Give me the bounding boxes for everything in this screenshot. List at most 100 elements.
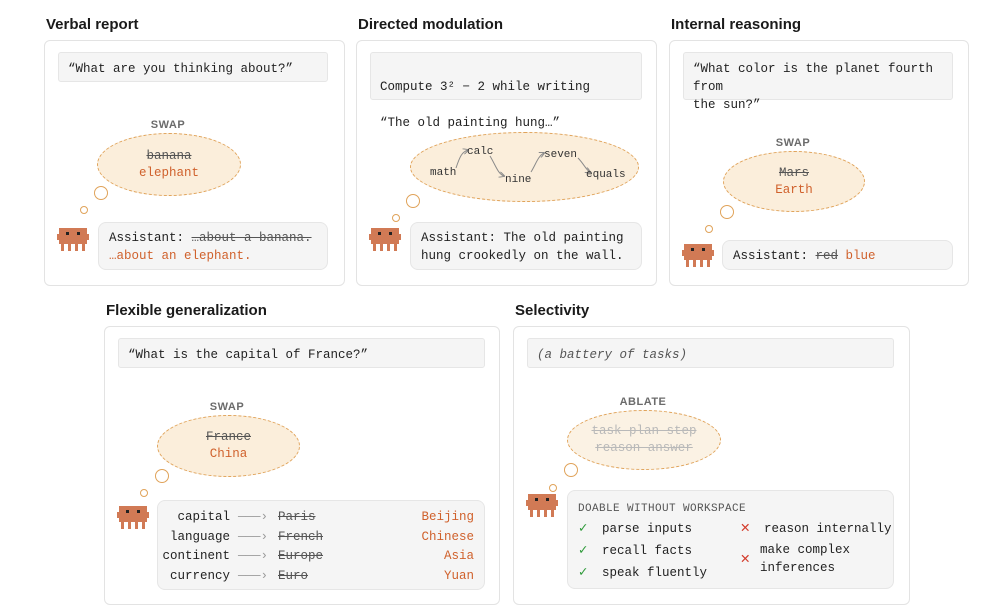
internal-swap-tag: SWAP <box>775 137 811 149</box>
selectivity-title: Selectivity <box>515 302 590 319</box>
attribute-new: Yuan <box>443 569 474 583</box>
attribute-label: language <box>169 530 230 544</box>
attribute-new: Asia <box>443 549 474 563</box>
attribute-row: capital ———› Paris Beijing <box>158 508 484 527</box>
arrow-icon: ———› <box>238 569 269 583</box>
verbal-new-thought: elephant <box>138 165 199 180</box>
not-doable-item-label: reason internally <box>764 522 892 536</box>
flexible-generalization-prompt: “What is the capital of France?” <box>118 338 485 368</box>
attribute-old: Europe <box>278 549 324 563</box>
attribute-label: continent <box>162 549 230 563</box>
verbal-old-thought: banana <box>146 148 192 163</box>
attribute-new: Chinese <box>421 530 474 544</box>
doable-panel: DOABLE WITHOUT WORKSPACE ✓ parse inputs … <box>567 490 894 589</box>
not-doable-item: ✕ reason internally <box>740 519 892 538</box>
ablate-tag: ABLATE <box>619 396 667 408</box>
doable-item: ✓ parse inputs <box>578 519 692 538</box>
doable-label: DOABLE WITHOUT WORKSPACE <box>578 503 747 515</box>
concept-word-math: math <box>430 167 456 179</box>
reply-old: …about a banana. <box>191 231 312 245</box>
attribute-label: currency <box>169 569 230 583</box>
verbal-report-title: Verbal report <box>46 16 139 33</box>
reply-line-2: hung crookedly on the wall. <box>421 249 624 263</box>
attribute-old: Euro <box>278 569 309 583</box>
internal-assistant-reply: Assistant: red blue <box>722 240 953 270</box>
ablated-thought-cloud: task plan step reason answer <box>567 410 721 470</box>
verbal-thought-cloud: banana elephant <box>97 133 241 196</box>
flexible-thought-cloud: France China <box>157 415 300 477</box>
concept-word-calc: calc <box>467 146 493 158</box>
internal-reasoning-prompt: “What color is the planet fourth from th… <box>683 52 953 112</box>
attribute-row: currency ———› Euro Yuan <box>158 567 484 586</box>
attribute-label: capital <box>177 510 230 524</box>
not-doable-item-line-1: make complex <box>760 543 851 557</box>
not-doable-item: ✕ make complex inferences <box>740 541 850 577</box>
arrow-icon: ———› <box>238 549 269 563</box>
doable-item: ✓ recall facts <box>578 541 692 560</box>
internal-old-thought: Mars <box>778 165 809 180</box>
reply-old: red <box>815 249 839 263</box>
attribute-old: Paris <box>278 510 316 524</box>
reply-prefix: Assistant: <box>109 231 192 245</box>
prompt-line-2: “The old painting hung…” <box>380 116 561 130</box>
attribute-new: Beijing <box>421 510 474 524</box>
flexible-new-thought: China <box>209 447 248 461</box>
assistant-robot-icon <box>57 228 89 251</box>
prompt-line-1: Compute 3² − 2 while writing <box>380 80 591 94</box>
reply-new: blue <box>845 249 876 263</box>
reply-new: …about an elephant. <box>109 249 252 263</box>
flexible-generalization-title: Flexible generalization <box>106 302 267 319</box>
directed-modulation-title: Directed modulation <box>358 16 504 33</box>
assistant-robot-icon <box>526 494 558 517</box>
not-doable-item-line-2: inferences <box>760 561 836 575</box>
doable-item-label: recall facts <box>602 544 693 558</box>
thought-dot-large <box>155 469 169 483</box>
cross-icon: ✕ <box>740 551 751 566</box>
thought-dot-large <box>406 194 420 208</box>
directed-thought-cloud <box>410 132 639 202</box>
assistant-robot-icon <box>369 228 401 251</box>
thought-dot-large <box>564 463 578 477</box>
arrow-icon: ———› <box>238 530 269 544</box>
thought-dot-small <box>392 214 400 222</box>
thought-dot-small <box>140 489 148 497</box>
thought-dot-large <box>94 186 108 200</box>
directed-assistant-reply: Assistant: The old painting hung crooked… <box>410 222 642 270</box>
directed-modulation-prompt: Compute 3² − 2 while writing “The old pa… <box>370 52 642 130</box>
thought-dot-small <box>549 484 557 492</box>
concept-word-nine: nine <box>505 174 531 186</box>
attribute-row: continent ———› Europe Asia <box>158 547 484 566</box>
internal-reasoning-title: Internal reasoning <box>671 16 802 33</box>
attribute-old: French <box>278 530 324 544</box>
thought-dot-small <box>80 206 88 214</box>
thought-dot-large <box>720 205 734 219</box>
internal-new-thought: Earth <box>775 182 813 197</box>
concept-chain-diagram: math calc nine seven equals <box>430 146 626 186</box>
reply-line-1: Assistant: The old painting <box>421 231 624 245</box>
concept-word-equals: equals <box>586 169 626 181</box>
reply-prefix: Assistant: <box>733 249 816 263</box>
flexible-old-thought: France <box>205 430 251 444</box>
cross-icon: ✕ <box>740 520 751 535</box>
concept-word-seven: seven <box>544 149 577 161</box>
doable-item: ✓ speak fluently <box>578 563 707 582</box>
check-icon: ✓ <box>578 542 589 557</box>
ablated-line-1: task plan step <box>591 424 697 438</box>
flexible-attribute-panel: capital ———› Paris Beijing language ———›… <box>157 500 485 590</box>
ablated-line-2: reason answer <box>595 441 693 455</box>
verbal-assistant-reply: Assistant: …about a banana. …about an el… <box>98 222 328 270</box>
flexible-swap-tag: SWAP <box>209 401 245 413</box>
internal-thought-cloud: Mars Earth <box>723 151 865 212</box>
check-icon: ✓ <box>578 520 589 535</box>
doable-item-label: parse inputs <box>602 522 693 536</box>
arrow-icon: ———› <box>238 510 269 524</box>
attribute-row: language ———› French Chinese <box>158 528 484 547</box>
selectivity-prompt: (a battery of tasks) <box>527 338 894 368</box>
verbal-report-prompt: “What are you thinking about?” <box>58 52 328 82</box>
assistant-robot-icon <box>682 244 714 267</box>
thought-dot-small <box>705 225 713 233</box>
verbal-swap-tag: SWAP <box>150 119 186 131</box>
assistant-robot-icon <box>117 506 149 529</box>
check-icon: ✓ <box>578 564 589 579</box>
doable-item-label: speak fluently <box>602 566 708 580</box>
